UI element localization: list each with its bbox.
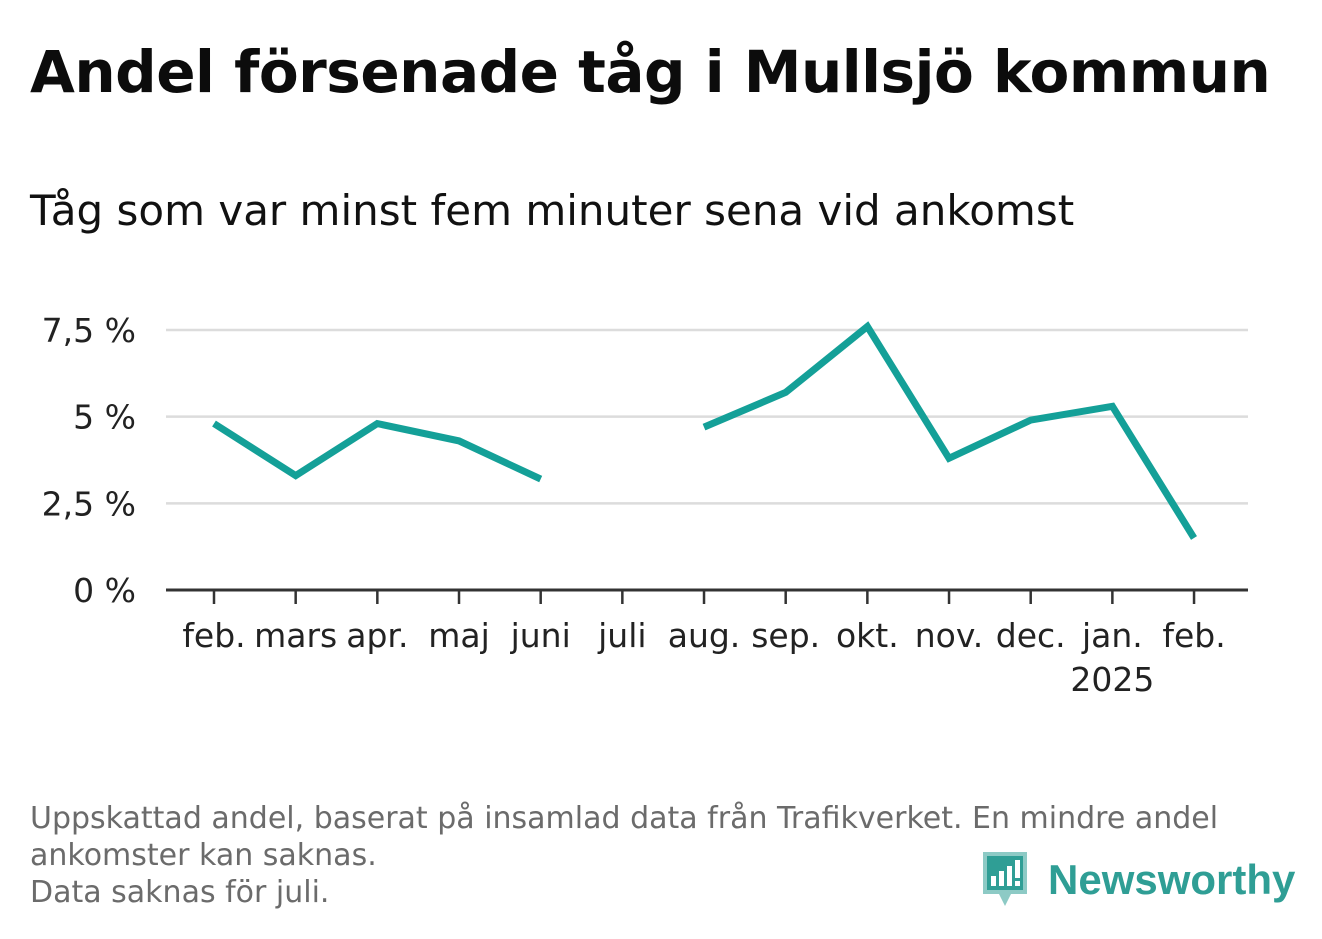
x-tick-label: okt. [836,616,899,655]
x-axis [166,588,1248,604]
chart-subtitle: Tåg som var minst fem minuter sena vid a… [30,186,1075,235]
footnote-line-3: Data saknas för juli. [30,875,330,910]
series-line-segment [212,419,543,483]
chart-title: Andel försenade tåg i Mullsjö kommun [30,38,1271,106]
footnote-line-2: ankomster kan saknas. [30,838,377,873]
footnote: Uppskattad andel, baserat på insamlad da… [30,800,1280,911]
x-tick-label: feb. [1162,616,1225,655]
y-tick-label: 0 % [73,571,136,610]
x-tick-label: maj [428,616,490,655]
x-tick-label: sep. [751,616,820,655]
brand-name: Newsworthy [1048,856,1296,903]
y-tick-label: 2,5 % [42,484,136,523]
x-tick-label: dec. [996,616,1066,655]
brand-logo[interactable]: Newsworthy [980,850,1295,910]
series-line-segment [702,321,1197,540]
x-tick-label: nov. [915,616,984,655]
grid-lines [166,328,1248,505]
x-tick-label: mars [254,616,337,655]
footnote-line-1: Uppskattad andel, baserat på insamlad da… [30,801,1219,836]
newsworthy-logo-icon [983,852,1027,906]
y-tick-label: 5 % [73,398,136,437]
y-tick-label: 7,5 % [42,311,136,350]
x-tick-label: juni [510,616,571,655]
x-axis-tick-labels: feb. mars apr. maj juni juli aug. sep. okt. nov. d… [182,616,1225,699]
line-chart: 0 %2,5 %5 %7,5 % feb. mars apr. maj juni juli… [42,311,1248,699]
series-lines [212,321,1197,540]
x-tick-label: aug. [668,616,741,655]
x-tick-label: juli [597,616,646,655]
x-tick-label: jan. [1081,616,1143,655]
x-tick-label: apr. [346,616,408,655]
x-tick-label: feb. [182,616,245,655]
x-tick-sublabel: 2025 [1070,660,1154,699]
y-axis-tick-labels: 0 % 2,5 % 5 % 7,5 % [42,311,136,610]
